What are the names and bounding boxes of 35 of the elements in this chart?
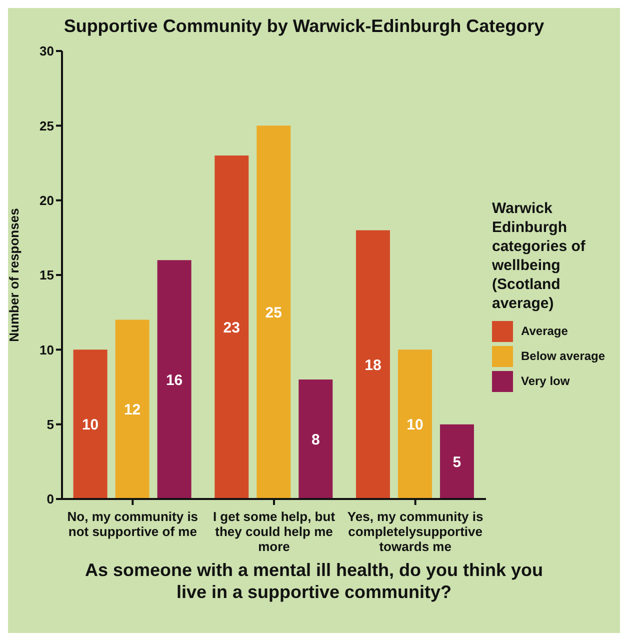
data-label: 8 (311, 432, 320, 449)
legend-title: Warwick Edinburgh categories of wellbeing (Scotland average) (492, 198, 586, 312)
bar (73, 350, 108, 499)
bar (157, 260, 192, 499)
y-tick-label: 25 (40, 118, 54, 134)
legend-label: Average (521, 324, 568, 338)
y-tick-label: 5 (46, 416, 54, 432)
y-tick-label: 20 (40, 192, 54, 208)
legend-label: Very low (521, 374, 570, 388)
y-tick-label: 30 (40, 44, 54, 59)
bar (356, 230, 390, 499)
y-axis-title: Number of responses (6, 208, 22, 342)
chart-title: Supportive Community by Warwick-Edinburgh Category (62, 15, 546, 37)
bar (440, 424, 474, 499)
bar (398, 350, 432, 499)
data-label: 25 (265, 304, 282, 322)
y-tick-label: 0 (46, 492, 54, 507)
x-tick-label: No, my community is not supportive of me (67, 509, 198, 539)
data-label: 23 (223, 320, 240, 337)
bar (214, 156, 249, 499)
data-label: 16 (166, 372, 183, 389)
bar (115, 320, 150, 499)
y-tick-label: 10 (40, 342, 54, 358)
x-tick-label: Yes, my community is completelysupportive towards me (347, 509, 484, 554)
legend-label: Below average (521, 349, 606, 363)
bar (298, 380, 333, 499)
data-label: 10 (82, 416, 99, 434)
x-tick-label: I get some help, but they could help me more (212, 509, 336, 554)
y-tick-label: 15 (40, 268, 54, 283)
bar (256, 126, 291, 499)
x-axis-title: As someone with a mental ill health, do you think you live in a supportive community? (84, 559, 544, 603)
data-label: 10 (406, 416, 424, 434)
data-label: 18 (364, 356, 382, 374)
data-label: 12 (124, 402, 141, 419)
data-label: 5 (452, 454, 462, 471)
